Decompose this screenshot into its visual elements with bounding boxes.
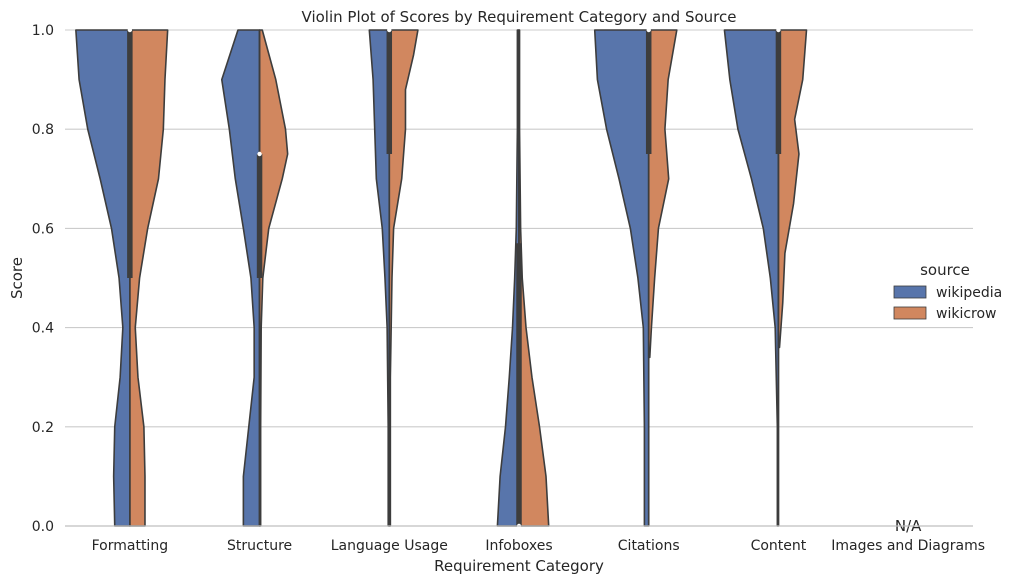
x-tick-label: Infoboxes <box>485 538 552 554</box>
violin-wikipedia-language-usage <box>368 29 391 527</box>
legend-swatch-wikipedia <box>893 285 927 299</box>
x-tick-label: Language Usage <box>331 538 448 554</box>
box-median <box>387 27 392 33</box>
y-tick-label: 0.6 <box>32 221 54 237</box>
violin-wikipedia-infoboxes <box>496 29 520 527</box>
violin-wikipedia-formatting <box>75 29 131 527</box>
violin-wikipedia-structure <box>220 29 261 527</box>
legend-label-wikipedia: wikipedia <box>936 285 1002 301</box>
violin-wikicrow-citations <box>647 29 678 359</box>
chart-title: Violin Plot of Scores by Requirement Cat… <box>302 8 737 26</box>
violin-wikicrow-structure <box>258 29 289 527</box>
box-median <box>127 27 133 33</box>
x-tick-labels: Formatting Structure Language Usage Infobox… <box>92 538 985 554</box>
x-tick-label: Images and Diagrams <box>831 538 985 554</box>
y-tick-label: 1.0 <box>32 23 54 39</box>
violin-wikicrow-language-usage <box>388 29 419 527</box>
violin-wikipedia-content <box>723 29 780 527</box>
y-axis-label: Score <box>8 257 26 299</box>
legend: source wikipedia wikicrow <box>893 261 1002 322</box>
x-tick-label: Content <box>751 538 807 554</box>
legend-title: source <box>920 261 970 279</box>
x-axis-label: Requirement Category <box>434 557 604 575</box>
violins: N/A <box>75 27 925 538</box>
box-median <box>257 151 262 157</box>
legend-label-wikicrow: wikicrow <box>936 306 997 322</box>
box-median <box>776 27 781 33</box>
y-tick-label: 0.4 <box>32 321 54 337</box>
x-tick-label: Citations <box>618 538 680 554</box>
violin-wikicrow-content <box>777 29 808 349</box>
y-tick-labels: 0.0 0.2 0.4 0.6 0.8 1.0 <box>32 23 54 535</box>
y-tick-label: 0.2 <box>32 420 54 436</box>
x-tick-label: Structure <box>227 538 292 554</box>
x-tick-label: Formatting <box>92 538 168 554</box>
legend-swatch-wikicrow <box>893 306 927 320</box>
violin-wikipedia-citations <box>593 29 650 527</box>
box-median <box>646 27 651 33</box>
violin-wikicrow-infoboxes <box>518 29 550 527</box>
y-tick-label: 0.8 <box>32 122 54 138</box>
violin-wikicrow-formatting <box>129 29 169 527</box>
y-tick-label: 0.0 <box>32 519 54 535</box>
